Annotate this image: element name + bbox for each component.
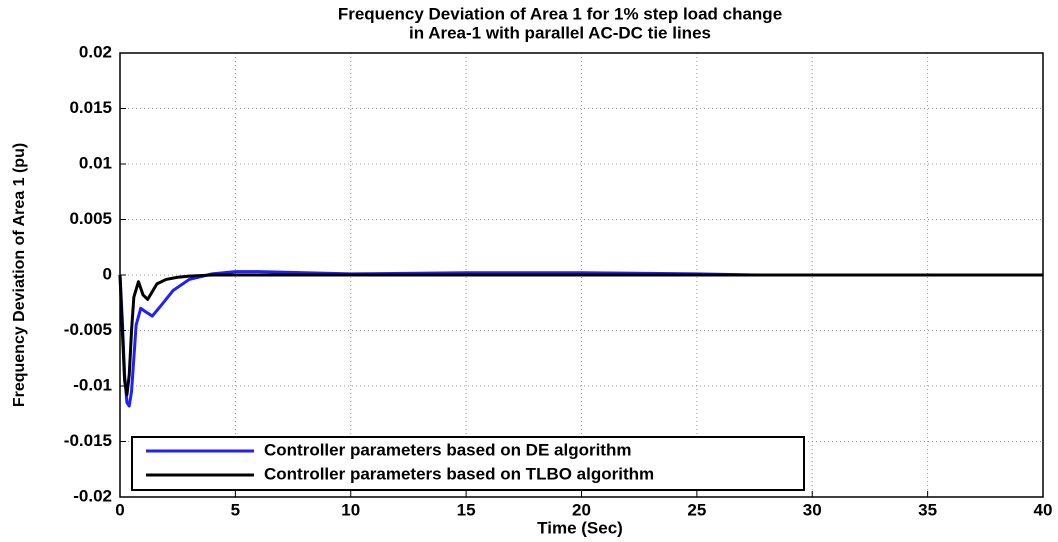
x-tick-label: 25 — [687, 500, 706, 519]
x-tick-label: 35 — [918, 500, 937, 519]
chart-title: Frequency Deviation of Area 1 for 1% ste… — [338, 4, 782, 23]
x-tick-label: 5 — [231, 500, 240, 519]
x-tick-label: 30 — [803, 500, 822, 519]
y-tick-label: -0.02 — [73, 486, 112, 505]
x-tick-label: 0 — [115, 500, 124, 519]
x-tick-label: 15 — [457, 500, 476, 519]
x-tick-label: 10 — [341, 500, 360, 519]
legend-box — [131, 436, 805, 491]
y-tick-label: 0.02 — [79, 42, 112, 61]
line-series — [118, 270, 755, 408]
legend-label: Controller parameters based on TLBO algo… — [264, 464, 654, 483]
x-axis-label: Time (Sec) — [537, 518, 623, 537]
y-tick-label: -0.005 — [64, 320, 112, 339]
chart-title: in Area-1 with parallel AC-DC tie lines — [409, 23, 711, 42]
y-tick-label: 0.015 — [69, 98, 112, 117]
y-tick-label: 0 — [103, 264, 112, 283]
y-tick-label: -0.015 — [64, 431, 112, 450]
x-tick-label: 40 — [1034, 500, 1053, 519]
y-tick-label: 0.005 — [69, 209, 112, 228]
y-tick-label: -0.01 — [73, 375, 112, 394]
y-tick-label: 0.01 — [79, 153, 112, 172]
line-series — [118, 273, 1043, 397]
legend-label: Controller parameters based on DE algori… — [264, 440, 631, 459]
x-tick-label: 20 — [572, 500, 591, 519]
y-axis-label: Frequency Deviation of Area 1 (pu) — [11, 143, 28, 407]
